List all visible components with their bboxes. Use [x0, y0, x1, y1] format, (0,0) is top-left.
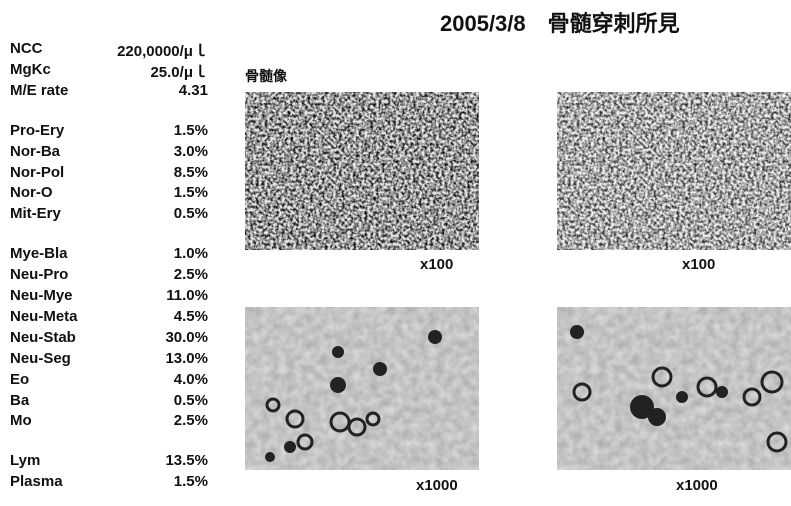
section-label: 骨髄像	[245, 66, 287, 86]
micrograph	[245, 92, 479, 250]
row-label: NCC	[10, 40, 43, 57]
row-value: 220,0000/μｌ	[117, 40, 208, 61]
micrograph	[557, 92, 791, 250]
micrograph	[245, 307, 479, 470]
row-label: Mit-Ery	[10, 205, 61, 222]
row-label: Eo	[10, 371, 29, 388]
row-label: Neu-Meta	[10, 308, 78, 325]
row-label: Nor-O	[10, 184, 53, 201]
row-label: Neu-Stab	[10, 329, 76, 346]
row-label: Plasma	[10, 473, 63, 490]
micrograph	[557, 307, 791, 470]
row-value: 4.31	[179, 82, 208, 99]
image-caption: x100	[682, 256, 715, 273]
row-value: 11.0%	[166, 287, 208, 304]
image-caption: x1000	[676, 477, 718, 494]
row-value: 3.0%	[174, 143, 208, 160]
row-value: 1.5%	[174, 122, 208, 139]
row-label: Ba	[10, 392, 29, 409]
row-value: 0.5%	[174, 392, 208, 409]
row-value: 4.5%	[174, 308, 208, 325]
row-label: Neu-Pro	[10, 266, 68, 283]
row-value: 1.5%	[174, 184, 208, 201]
row-label: Neu-Mye	[10, 287, 73, 304]
row-label: Lym	[10, 452, 40, 469]
row-value: 25.0/μｌ	[150, 61, 208, 82]
row-value: 2.5%	[174, 266, 208, 283]
row-value: 1.5%	[174, 473, 208, 490]
row-label: M/E rate	[10, 82, 68, 99]
image-caption: x1000	[416, 477, 458, 494]
row-label: Mo	[10, 412, 32, 429]
row-label: Nor-Ba	[10, 143, 60, 160]
row-value: 30.0%	[165, 329, 208, 346]
page: 2005/3/8 骨髄穿刺所見 骨髄像	[0, 0, 791, 506]
row-value: 4.0%	[174, 371, 208, 388]
row-label: Mye-Bla	[10, 245, 68, 262]
row-value: 13.5%	[165, 452, 208, 469]
row-label: Nor-Pol	[10, 164, 64, 181]
image-caption: x100	[420, 256, 453, 273]
row-value: 0.5%	[174, 205, 208, 222]
row-label: Neu-Seg	[10, 350, 71, 367]
row-value: 8.5%	[174, 164, 208, 181]
title: 2005/3/8 骨髄穿刺所見	[440, 6, 680, 38]
row-value: 1.0%	[174, 245, 208, 262]
row-label: Pro-Ery	[10, 122, 64, 139]
row-label: MgKc	[10, 61, 51, 78]
row-value: 2.5%	[174, 412, 208, 429]
row-value: 13.0%	[165, 350, 208, 367]
